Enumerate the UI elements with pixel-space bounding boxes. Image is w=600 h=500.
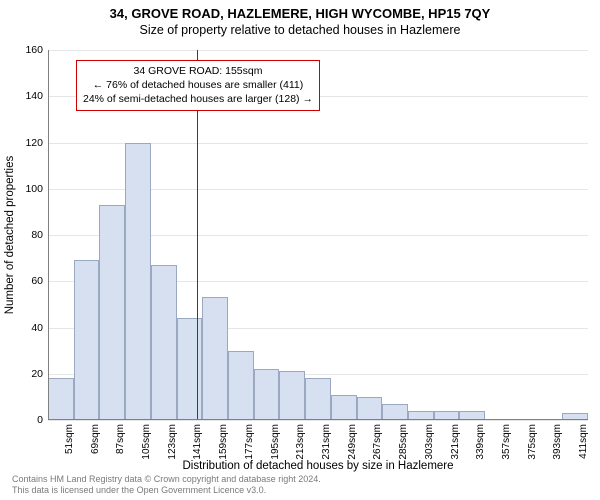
gridline	[48, 420, 588, 421]
gridline	[48, 50, 588, 51]
histogram-bar	[151, 265, 177, 420]
y-tick-label: 120	[25, 137, 43, 149]
footer-line-1: Contains HM Land Registry data © Crown c…	[12, 474, 321, 485]
x-tick-label: 195sqm	[270, 424, 281, 460]
histogram-bar	[331, 395, 357, 420]
chart-container: Number of detached properties 0204060801…	[48, 50, 588, 420]
x-tick-label: 159sqm	[218, 424, 229, 460]
x-tick-label: 123sqm	[167, 424, 178, 460]
x-tick-label: 213sqm	[295, 424, 306, 460]
x-tick-label: 105sqm	[141, 424, 152, 460]
x-tick-label: 87sqm	[115, 424, 126, 454]
histogram-bar	[228, 351, 254, 420]
y-tick-label: 140	[25, 90, 43, 102]
histogram-bar	[48, 378, 74, 420]
histogram-bar	[99, 205, 125, 420]
x-tick-label: 141sqm	[192, 424, 203, 460]
histogram-bar	[202, 297, 228, 420]
x-tick-label: 303sqm	[424, 424, 435, 460]
y-tick-label: 0	[37, 414, 43, 426]
x-tick-label: 231sqm	[321, 424, 332, 460]
histogram-bar	[254, 369, 280, 420]
footer-line-2: This data is licensed under the Open Gov…	[12, 485, 321, 496]
y-tick-label: 160	[25, 44, 43, 56]
y-tick-label: 60	[31, 275, 43, 287]
y-tick-label: 40	[31, 322, 43, 334]
x-tick-label: 267sqm	[372, 424, 383, 460]
annotation-line: 34 GROVE ROAD: 155sqm	[83, 64, 313, 78]
x-tick-label: 321sqm	[450, 424, 461, 460]
y-axis-label: Number of detached properties	[4, 156, 16, 315]
x-tick-label: 51sqm	[64, 424, 75, 454]
x-tick-label: 69sqm	[90, 424, 101, 454]
histogram-bar	[125, 143, 151, 421]
plot-area: 02040608010012014016051sqm69sqm87sqm105s…	[48, 50, 588, 420]
x-tick-label: 177sqm	[244, 424, 255, 460]
x-tick-label: 249sqm	[347, 424, 358, 460]
x-tick-label: 393sqm	[552, 424, 563, 460]
y-tick-label: 80	[31, 229, 43, 241]
annotation-box: 34 GROVE ROAD: 155sqm← 76% of detached h…	[76, 60, 320, 111]
histogram-bar	[74, 260, 100, 420]
x-tick-label: 411sqm	[578, 424, 589, 459]
histogram-bar	[305, 378, 331, 420]
x-tick-label: 375sqm	[527, 424, 538, 460]
annotation-line: 24% of semi-detached houses are larger (…	[83, 92, 313, 106]
footer-attribution: Contains HM Land Registry data © Crown c…	[12, 474, 321, 497]
histogram-bar	[382, 404, 408, 420]
x-axis-line	[48, 419, 588, 420]
x-tick-label: 339sqm	[475, 424, 486, 460]
page-subtitle: Size of property relative to detached ho…	[0, 23, 600, 37]
x-tick-label: 357sqm	[501, 424, 512, 460]
annotation-line: ← 76% of detached houses are smaller (41…	[83, 78, 313, 92]
y-axis-line	[48, 50, 49, 420]
x-tick-label: 285sqm	[398, 424, 409, 460]
histogram-bar	[357, 397, 383, 420]
histogram-bar	[279, 371, 305, 420]
y-tick-label: 100	[25, 183, 43, 195]
page-title: 34, GROVE ROAD, HAZLEMERE, HIGH WYCOMBE,…	[0, 6, 600, 21]
y-tick-label: 20	[31, 368, 43, 380]
x-axis-label: Distribution of detached houses by size …	[182, 460, 453, 472]
